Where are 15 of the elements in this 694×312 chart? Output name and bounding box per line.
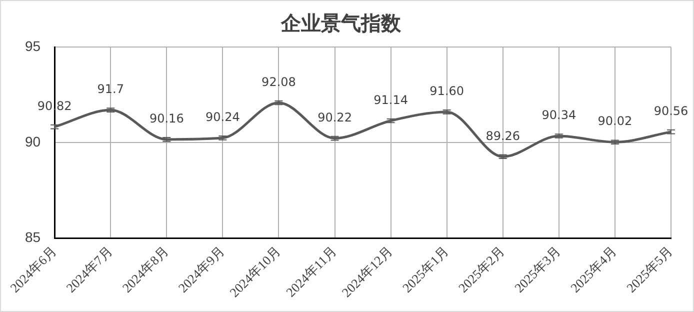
- data-label: 91.14: [374, 92, 408, 107]
- y-tick-label: 95: [24, 38, 41, 54]
- data-label: 91.60: [430, 84, 464, 98]
- data-label: 91.7: [97, 82, 124, 96]
- y-tick-label: 90: [24, 133, 41, 150]
- data-label: 90.24: [206, 110, 240, 124]
- data-label: 90.02: [598, 114, 632, 128]
- data-label: 90.16: [149, 112, 184, 126]
- chart-title: 企业景气指数: [280, 11, 402, 36]
- y-tick-label: 85: [24, 228, 41, 245]
- data-label: 90.22: [318, 110, 352, 124]
- data-label: 90.56: [654, 104, 688, 118]
- data-label: 90.34: [542, 108, 576, 122]
- data-label: 92.08: [262, 74, 296, 89]
- data-label: 89.26: [486, 128, 520, 143]
